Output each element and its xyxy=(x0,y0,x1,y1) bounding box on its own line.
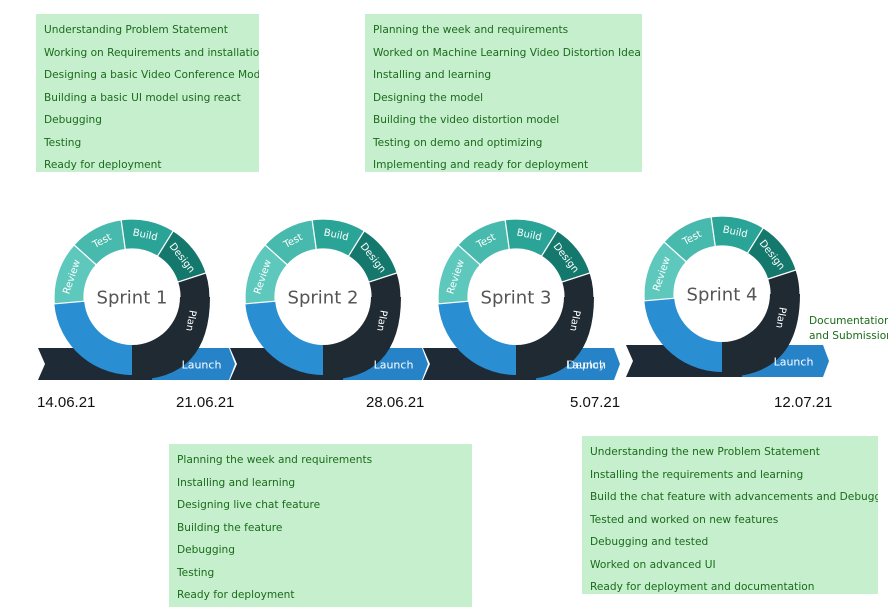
note-item: Implementing and ready for deployment xyxy=(373,159,589,171)
note-item: Debugging xyxy=(44,114,102,126)
note-item: Testing xyxy=(44,136,82,149)
documentation-note-line: and Submission xyxy=(809,330,888,342)
note-item: Building the feature xyxy=(177,521,283,534)
note-item: Planning the week and requirements xyxy=(177,454,373,466)
launch-label: Launch xyxy=(182,359,222,372)
ring-segment-label: Plan xyxy=(567,309,582,332)
sprint-1-notes: Understanding Problem Statement Working … xyxy=(36,14,259,172)
ring-segment-label: Build xyxy=(132,227,159,243)
sprint-title: Sprint 3 xyxy=(481,288,552,309)
date-label: 21.06.21 xyxy=(176,394,235,411)
note-item: Installing the requirements and learning xyxy=(590,468,804,481)
date-label: 28.06.21 xyxy=(366,394,425,411)
note-item: Ready for deployment xyxy=(177,589,295,601)
note-item: Worked on Machine Learning Video Distort… xyxy=(373,46,641,59)
note-item: Designing a basic Video Conference Model xyxy=(44,69,259,81)
note-item: Installing and learning xyxy=(373,69,492,81)
ring-lower-segment xyxy=(644,298,729,372)
launch-label: Launch xyxy=(774,356,814,369)
note-item: Building the video distortion model xyxy=(373,114,560,126)
plan-tail xyxy=(516,297,594,380)
note-item: Planning the week and requirements xyxy=(373,24,569,36)
sprint-center xyxy=(277,251,369,343)
sprint-2-notes: Planning the week and requirements Worke… xyxy=(365,14,642,172)
documentation-note: Documentation and Submission xyxy=(809,314,888,344)
date-label: 5.07.21 xyxy=(570,394,621,411)
ring-segment-label: Build xyxy=(722,224,749,240)
plan-tail xyxy=(323,297,401,380)
ring-lower-segment xyxy=(438,301,523,375)
sprint-title: Sprint 4 xyxy=(687,285,758,306)
note-item: Worked on advanced UI xyxy=(590,558,716,571)
note-item: Ready for deployment and documentation xyxy=(590,581,815,593)
note-item: Debugging xyxy=(177,544,235,556)
sprint-center xyxy=(470,251,562,343)
ring-lower-segment xyxy=(54,301,139,375)
plan-tail xyxy=(132,297,210,380)
note-item: Debugging and tested xyxy=(590,536,709,548)
sprint-title: Sprint 1 xyxy=(97,288,168,309)
sprint-3-notes: Planning the week and requirements Insta… xyxy=(169,444,472,607)
note-item: Understanding Problem Statement xyxy=(44,24,228,36)
launch-label: Launch xyxy=(566,359,606,372)
note-item: Building a basic UI model using react xyxy=(44,91,241,104)
note-item: Working on Requirements and installation xyxy=(44,46,259,59)
note-item: Tested and worked on new features xyxy=(590,513,779,526)
plan-tail xyxy=(722,294,800,377)
ring-segment-label: Build xyxy=(323,227,350,243)
deploy-label: Deploy xyxy=(567,359,606,372)
sprint-center xyxy=(676,248,768,340)
note-item: Ready for deployment xyxy=(44,159,162,171)
sprint-4-notes: Understanding the new Problem Statement … xyxy=(582,436,878,594)
ring-segment-label: Plan xyxy=(183,309,198,332)
note-item: Build the chat feature with advancements… xyxy=(590,491,878,503)
date-label: 14.06.21 xyxy=(37,394,96,411)
ring-segment-label: Build xyxy=(516,227,543,243)
ring-lower-segment xyxy=(245,301,330,375)
note-item: Designing live chat feature xyxy=(177,499,321,511)
note-item: Installing and learning xyxy=(177,476,296,489)
date-label: 12.07.21 xyxy=(774,394,833,411)
sprint-title: Sprint 2 xyxy=(288,288,359,309)
launch-label: Launch xyxy=(374,359,414,372)
documentation-note-line: Documentation xyxy=(809,315,888,327)
ring-segment-label: Plan xyxy=(374,309,389,332)
ring-segment-label: Plan xyxy=(773,306,788,329)
note-item: Understanding the new Problem Statement xyxy=(590,446,820,458)
note-item: Testing on demo and optimizing xyxy=(373,136,543,149)
note-item: Designing the model xyxy=(373,91,484,104)
note-item: Testing xyxy=(177,566,215,579)
sprint-center xyxy=(86,251,178,343)
